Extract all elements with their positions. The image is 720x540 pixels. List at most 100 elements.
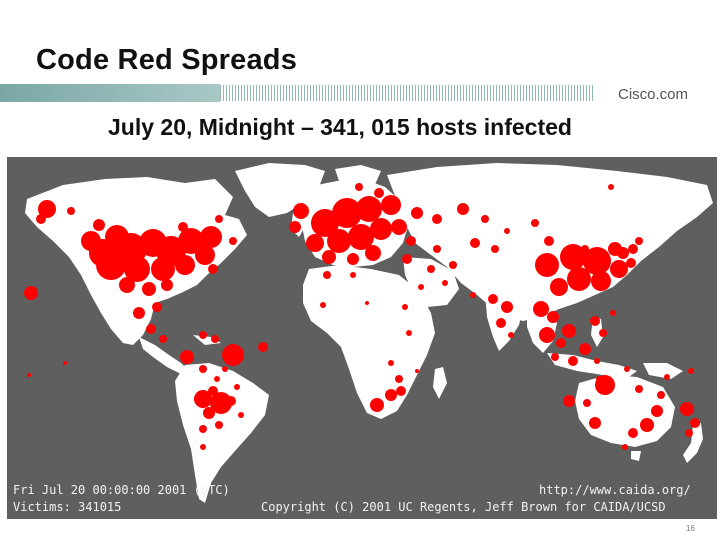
infection-dot	[640, 418, 654, 432]
infection-dot	[457, 203, 469, 215]
infection-dot	[563, 395, 575, 407]
infection-dot	[496, 318, 506, 328]
infection-dot	[488, 294, 498, 304]
land-greenland	[235, 163, 325, 217]
infection-dot	[508, 332, 514, 338]
infection-dot	[161, 279, 173, 291]
infection-dot	[651, 405, 663, 417]
infection-dot	[411, 207, 423, 219]
slide-title: Code Red Spreads	[36, 44, 298, 76]
infection-dot	[539, 327, 555, 343]
map-timestamp: Fri Jul 20 00:00:00 2001 (UTC)	[13, 483, 230, 497]
infection-dot	[562, 324, 576, 338]
infection-dot	[531, 219, 539, 227]
infection-dot	[617, 247, 629, 259]
infection-dot	[547, 311, 559, 323]
slide-subtitle: July 20, Midnight – 341, 015 hosts infec…	[108, 114, 572, 140]
infection-dot	[119, 277, 135, 293]
infection-dot	[96, 250, 126, 280]
infection-dot	[234, 384, 240, 390]
infection-dot	[610, 310, 616, 316]
infection-dot	[481, 215, 489, 223]
land-arabia	[403, 257, 459, 307]
infection-dot	[211, 335, 219, 343]
infection-dot	[544, 236, 554, 246]
infection-dot	[433, 245, 441, 253]
infection-dot	[432, 214, 442, 224]
infection-dot	[258, 342, 268, 352]
infection-dot	[222, 366, 228, 372]
infection-dot	[385, 389, 397, 401]
infection-dot	[133, 307, 145, 319]
infection-dot	[194, 390, 212, 408]
infection-dot	[238, 412, 244, 418]
infection-dot	[320, 302, 326, 308]
infection-dot	[38, 200, 56, 218]
infection-dot	[680, 402, 694, 416]
infection-dot	[568, 356, 578, 366]
infection-dot	[590, 316, 600, 326]
infection-dot	[289, 221, 301, 233]
infection-dot	[27, 373, 31, 377]
land-indonesia	[547, 353, 637, 377]
infection-dot	[195, 245, 215, 265]
infection-dot	[550, 278, 568, 296]
infection-dot	[610, 260, 628, 278]
infection-dot	[415, 369, 419, 373]
infection-dot	[63, 361, 67, 365]
page-number: 16	[686, 524, 695, 533]
infection-dot	[504, 228, 510, 234]
infection-dot	[402, 304, 408, 310]
infection-dot	[215, 215, 223, 223]
infection-dot	[370, 398, 384, 412]
infection-dot	[146, 324, 156, 334]
infection-dot	[622, 444, 628, 450]
infection-dot	[406, 236, 416, 246]
infection-dot	[347, 253, 359, 265]
infection-dot	[370, 218, 392, 240]
infection-dot	[628, 244, 638, 254]
infection-dot	[402, 254, 412, 264]
infection-dot	[178, 228, 204, 254]
infection-dot	[388, 360, 394, 366]
infection-dot	[210, 392, 232, 414]
world-map-svg	[24, 163, 713, 503]
infection-dot	[36, 214, 46, 224]
infection-dot	[583, 247, 611, 275]
land-new-guinea	[643, 363, 683, 379]
infection-dot	[491, 245, 499, 253]
infection-dot	[178, 222, 188, 232]
infection-dot	[551, 353, 559, 361]
infection-dot	[229, 237, 237, 245]
infection-dot	[556, 338, 566, 348]
infection-dot	[449, 261, 457, 269]
infection-dot	[628, 428, 638, 438]
infection-dot	[293, 203, 309, 219]
infection-dot	[199, 365, 207, 373]
land-madagascar	[433, 367, 447, 399]
infection-dot	[93, 219, 105, 231]
infection-dot	[180, 350, 194, 364]
infection-dot	[199, 331, 207, 339]
cisco-logo: Cisco.com	[618, 86, 689, 103]
infection-dot	[599, 329, 607, 337]
infection-dot	[350, 272, 356, 278]
header-bar-stripes	[220, 85, 595, 101]
infection-dot	[657, 391, 665, 399]
infection-dot	[583, 399, 591, 407]
infection-dot	[159, 335, 167, 343]
infection-dot	[396, 386, 406, 396]
infection-dot	[323, 271, 331, 279]
infection-dot	[560, 244, 586, 270]
infection-dot	[608, 184, 614, 190]
infection-dot	[533, 301, 549, 317]
infection-dot	[175, 255, 195, 275]
infection-dot	[152, 302, 162, 312]
infection-dot	[374, 188, 384, 198]
header-bar-solid	[0, 84, 220, 102]
infection-dot	[418, 284, 424, 290]
header-bar	[0, 84, 720, 102]
infection-dot	[427, 265, 435, 273]
infection-dot	[124, 256, 150, 282]
infection-dot	[406, 330, 412, 336]
